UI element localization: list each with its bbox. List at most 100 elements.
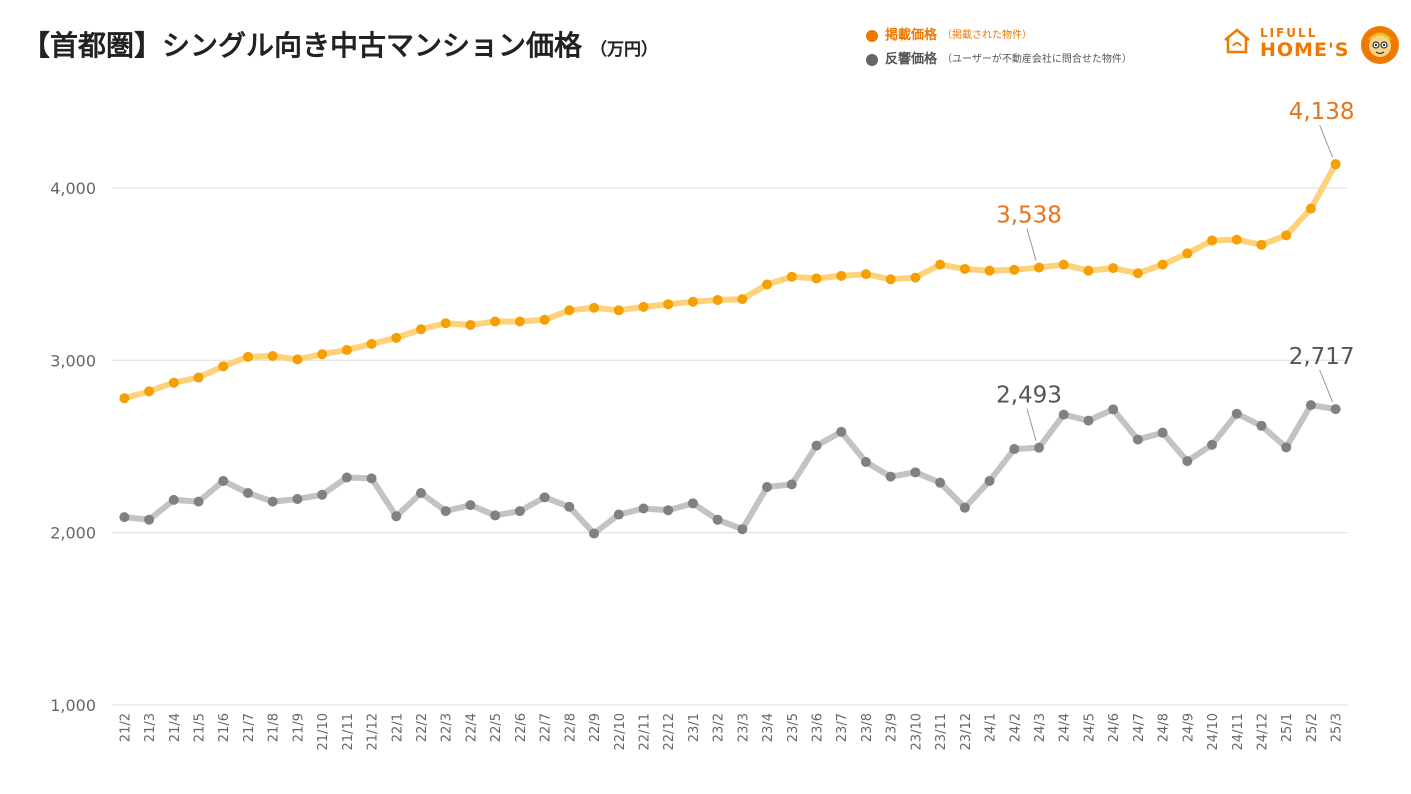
data-point [465, 319, 476, 330]
data-point [1207, 235, 1218, 246]
x-tick-label: 24/12 [1255, 713, 1270, 750]
y-tick-label: 2,000 [50, 524, 96, 543]
data-point [1034, 262, 1044, 273]
data-point [119, 512, 130, 523]
data-point [440, 506, 451, 517]
data-point [935, 259, 946, 270]
x-tick-label: 25/3 [1330, 713, 1345, 742]
data-point [391, 332, 402, 343]
data-point [242, 351, 253, 362]
data-point [1083, 415, 1094, 426]
x-tick-label: 24/3 [1033, 713, 1048, 742]
x-tick-label: 23/10 [909, 713, 924, 750]
data-point [440, 318, 451, 329]
data-label-leader [1026, 228, 1037, 261]
x-tick-label: 22/7 [539, 713, 554, 742]
x-tick-label: 21/4 [168, 713, 183, 742]
x-tick-label: 24/9 [1181, 713, 1196, 742]
x-tick-label: 21/5 [193, 713, 208, 742]
x-tick-label: 22/12 [662, 713, 677, 750]
data-point [935, 477, 946, 488]
series-line [121, 402, 1339, 537]
x-tick-label: 21/10 [316, 713, 331, 750]
x-tick-label: 22/4 [464, 713, 479, 742]
x-tick-label: 21/8 [267, 713, 282, 742]
data-point [1305, 203, 1316, 214]
x-tick-label: 24/6 [1107, 713, 1122, 742]
legend: 掲載価格 （掲載された物件） 反響価格 （ユーザーが不動産会社に問合せた物件） [866, 24, 1132, 72]
data-point [144, 386, 155, 397]
x-tick-label: 23/8 [860, 713, 875, 742]
data-point [292, 494, 303, 505]
data-point [1034, 442, 1044, 453]
data-point [1083, 265, 1094, 276]
data-point [1330, 159, 1341, 170]
legend-item-response: 反響価格 （ユーザーが不動産会社に問合せた物件） [866, 48, 1132, 72]
data-point [168, 494, 179, 505]
data-point [663, 505, 674, 516]
data-point [811, 440, 822, 451]
data-point [539, 314, 550, 325]
data-point [1132, 434, 1143, 445]
data-point [317, 489, 328, 500]
data-point [910, 272, 921, 283]
data-point [984, 265, 995, 276]
data-point [1157, 427, 1168, 438]
data-point [687, 498, 698, 509]
x-tick-label: 24/1 [984, 713, 999, 742]
data-point [218, 475, 229, 486]
data-point [737, 524, 748, 535]
x-tick-label: 22/5 [489, 713, 504, 742]
x-tick-label: 23/6 [811, 713, 826, 742]
data-point [712, 294, 723, 305]
data-point [317, 349, 328, 360]
data-point [1157, 259, 1168, 270]
data-point [811, 273, 822, 284]
x-tick-label: 23/9 [885, 713, 900, 742]
data-point [687, 296, 698, 307]
data-point [1330, 404, 1341, 415]
data-point [1108, 404, 1119, 415]
data-point [490, 510, 501, 521]
data-point [1009, 444, 1020, 455]
logo-small-text: LIFULL [1260, 25, 1318, 40]
x-tick-label: 24/4 [1058, 713, 1073, 742]
x-tick-label: 22/1 [390, 713, 405, 742]
data-point [860, 456, 871, 467]
data-point [959, 263, 970, 274]
data-point [589, 528, 600, 539]
x-tick-label: 21/2 [118, 713, 133, 742]
data-point [341, 344, 352, 355]
data-point [1182, 248, 1193, 259]
data-point [589, 302, 600, 313]
data-point [762, 481, 773, 492]
data-point [663, 299, 674, 310]
x-tick-label: 23/2 [712, 713, 727, 742]
legend-dot-response [866, 54, 878, 66]
data-point [539, 492, 550, 503]
data-point [267, 496, 278, 507]
x-tick-label: 24/8 [1157, 713, 1172, 742]
y-tick-label: 3,000 [50, 351, 96, 370]
data-point [1231, 408, 1242, 419]
data-point [218, 361, 229, 372]
data-point [416, 488, 426, 499]
x-tick-label: 23/1 [687, 713, 702, 742]
data-point [613, 305, 624, 316]
data-point [366, 338, 377, 349]
data-point [1305, 400, 1316, 411]
x-tick-label: 22/10 [613, 713, 628, 750]
data-point [465, 500, 476, 511]
x-tick-label: 25/2 [1305, 713, 1320, 742]
data-label-leader [1319, 124, 1334, 158]
x-tick-label: 22/6 [514, 713, 529, 742]
x-tick-label: 22/9 [588, 713, 603, 742]
data-point [490, 316, 501, 327]
title-text: 【首都圏】シングル向き中古マンション価格 [22, 29, 583, 62]
x-tick-label: 21/11 [341, 713, 356, 750]
data-point [786, 271, 797, 282]
data-label: 2,717 [1289, 344, 1355, 370]
data-point [762, 279, 773, 290]
data-point [836, 426, 847, 437]
legend-label-listing: 掲載価格 [885, 28, 938, 43]
